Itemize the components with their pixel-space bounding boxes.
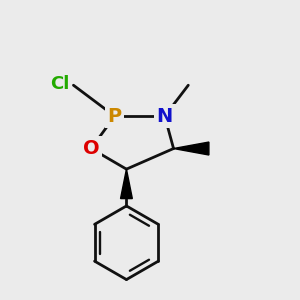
Polygon shape [174,142,209,155]
Text: P: P [108,106,122,126]
Text: N: N [157,106,173,126]
Text: Cl: Cl [50,75,69,93]
Text: O: O [83,139,99,158]
Polygon shape [121,169,132,199]
